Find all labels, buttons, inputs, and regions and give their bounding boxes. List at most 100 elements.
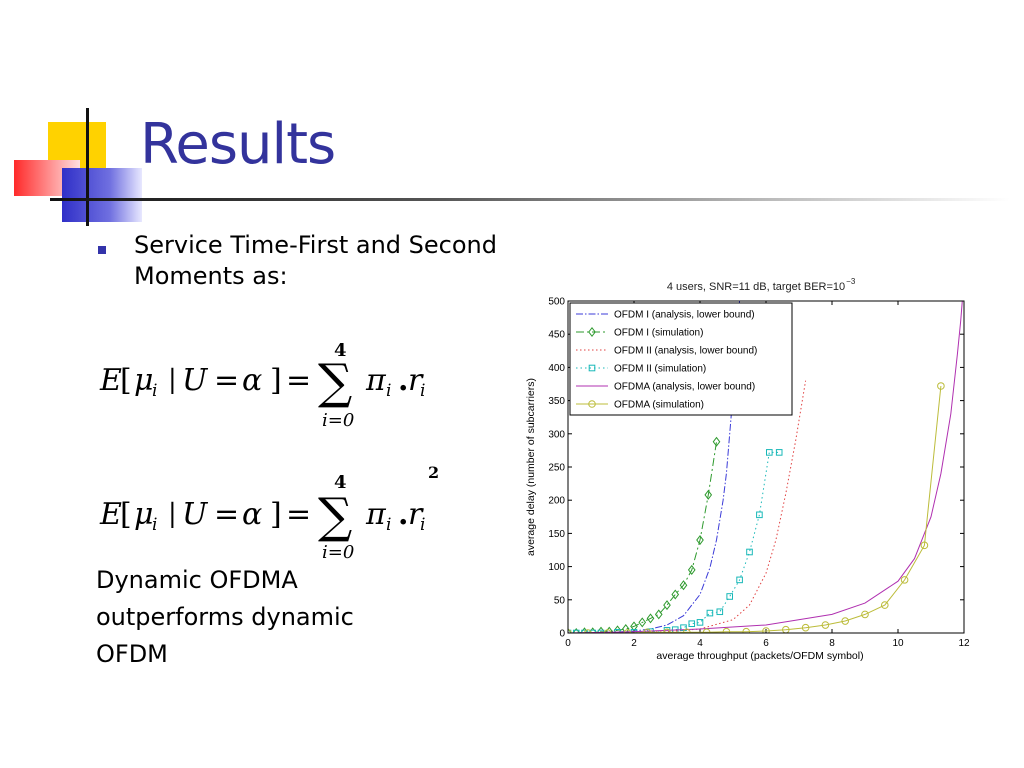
series-6-point: [801, 623, 810, 632]
formula-mu: μ: [134, 363, 154, 398]
formula-pi-sub: i: [386, 381, 391, 401]
series-2-point: [613, 625, 622, 633]
formula-sum-sign: ∑: [318, 488, 352, 544]
series-6-point: [742, 627, 750, 633]
formula-sum-upper: 4: [334, 340, 347, 361]
y-tick-label: 450: [548, 330, 565, 341]
conclusion-text: Dynamic OFDMA outperforms dynamic OFDM: [96, 562, 354, 673]
formula-equals: =: [286, 497, 311, 532]
y-tick-label: 50: [554, 595, 566, 606]
formula-open-bracket: [: [120, 497, 132, 532]
slide-title: Results: [140, 112, 336, 177]
formula-bar: |: [168, 365, 177, 395]
series-6-point: [900, 576, 909, 584]
series-6-point: [841, 617, 850, 625]
series-6-point: [937, 382, 945, 390]
series-6-point: [702, 628, 711, 633]
y-tick-label: 400: [548, 363, 565, 374]
series-4-point: [775, 449, 783, 456]
formula-pi: π: [365, 363, 387, 398]
decor-horizontal-line: [50, 198, 1010, 201]
series-6-point: [722, 627, 731, 633]
series-2-point: [572, 627, 581, 633]
legend-marker-4: [588, 364, 596, 372]
legend-label-4: OFDM II (simulation): [614, 364, 706, 375]
series-line-3: [568, 380, 807, 633]
series-6-point: [584, 629, 592, 633]
conclusion-line-1: Dynamic OFDMA: [96, 566, 298, 594]
series-4-point: [647, 628, 654, 633]
x-tick-label: 4: [697, 638, 703, 649]
series-4-point: [581, 629, 588, 633]
formula-first-moment: E [ μ i | U = α ] = 4 ∑ i=0 π i . r i: [96, 334, 476, 438]
y-tick-label: 500: [548, 297, 565, 308]
legend-label-6: OFDMA (simulation): [614, 400, 704, 411]
series-6-point: [603, 629, 612, 633]
formula-inner-equals: =: [214, 497, 239, 532]
formula-mu: μ: [134, 497, 154, 532]
legend-label-1: OFDM I (analysis, lower bound): [614, 310, 755, 321]
series-2-point: [630, 621, 638, 632]
series-2-point: [679, 580, 688, 591]
legend-marker-6: [588, 400, 596, 408]
series-6-point: [643, 628, 651, 633]
series-4-point: [696, 619, 704, 626]
formula-mu-sub: i: [152, 515, 157, 535]
y-tick-label: 250: [548, 463, 565, 474]
series-2-point: [621, 623, 630, 633]
x-tick-label: 6: [763, 638, 769, 649]
formula-pi-sub: i: [386, 515, 391, 535]
series-2-point: [696, 535, 704, 546]
series-2-point: [654, 609, 663, 620]
series-4-point: [589, 629, 597, 633]
series-6-point: [881, 601, 889, 609]
formula-U: U: [182, 363, 209, 398]
formula-sum-lower: i=0: [322, 410, 354, 431]
decor-blue-square: [62, 168, 142, 222]
series-2-point: [671, 589, 680, 600]
series-2-point: [580, 627, 589, 633]
y-tick-label: 150: [548, 529, 565, 540]
x-tick-label: 12: [958, 638, 970, 649]
plot-area: [568, 301, 963, 633]
series-2-point: [712, 436, 721, 447]
formula-dot: .: [398, 497, 408, 532]
legend-box: [569, 302, 793, 416]
series-6-point: [663, 628, 671, 633]
series-4-point: [746, 548, 753, 556]
formula-sum-upper: 4: [334, 472, 347, 493]
series-6-point: [821, 621, 830, 629]
series-6-point: [683, 628, 691, 633]
formula-close-bracket: ]: [270, 497, 282, 532]
series-4-point: [726, 593, 733, 600]
legend-label-5: OFDMA (analysis, lower bound): [614, 382, 755, 393]
conclusion-line-2: outperforms dynamic: [96, 603, 354, 631]
series-line-2: [568, 441, 717, 633]
x-tick-label: 10: [892, 638, 904, 649]
chart-title-exponent: −3: [846, 277, 856, 286]
decor-vertical-line: [86, 108, 89, 226]
conclusion-line-3: OFDM: [96, 640, 168, 668]
series-2-point: [638, 617, 647, 628]
y-tick-label: 100: [548, 562, 565, 573]
plot-frame: [567, 300, 965, 634]
formula-inner-equals: =: [214, 363, 239, 398]
formula-r: r: [408, 363, 424, 398]
x-tick-label: 0: [565, 638, 571, 649]
formula-pi: π: [365, 497, 387, 532]
formula-r-sub: i: [420, 515, 425, 535]
series-4-point: [706, 609, 714, 617]
series-2-point: [568, 627, 572, 633]
series-6-point: [623, 629, 632, 633]
series-6-point: [861, 610, 869, 619]
series-2-point: [687, 564, 696, 575]
series-4-point: [766, 449, 773, 456]
series-6-point: [762, 627, 770, 633]
formula-mu-sub: i: [152, 381, 157, 401]
x-axis-label: average throughput (packets/OFDM symbol): [656, 650, 863, 662]
formula-power: 2: [428, 463, 439, 482]
formula-dot: .: [398, 363, 408, 398]
series-line-6: [568, 385, 942, 633]
series-6-point: [920, 541, 929, 550]
formula-alpha: α: [242, 363, 262, 398]
